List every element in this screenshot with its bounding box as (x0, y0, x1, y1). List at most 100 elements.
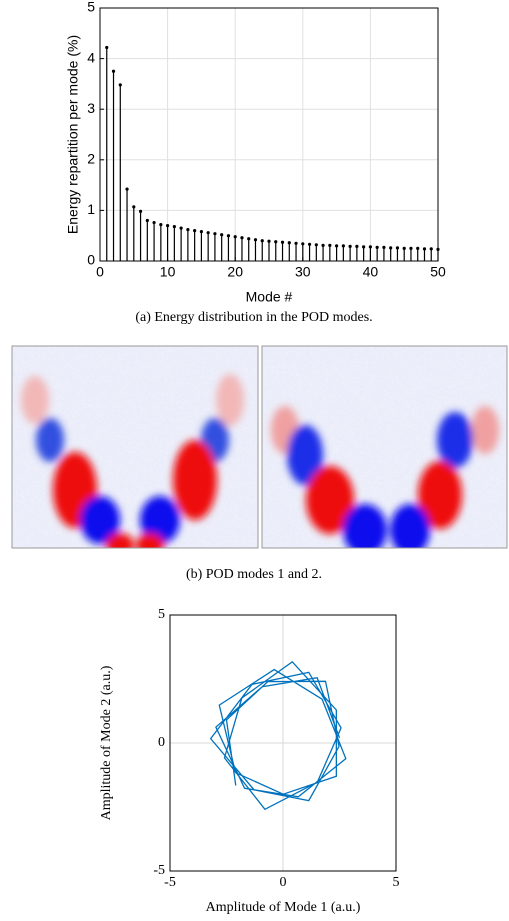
x-tick-label: 30 (295, 264, 311, 280)
stem-marker (233, 235, 237, 239)
stem (179, 226, 183, 261)
stem-marker (416, 246, 420, 250)
stem-marker (355, 244, 359, 248)
pod-mode-1 (12, 346, 258, 548)
y-tick-label: 5 (158, 607, 165, 622)
stem-marker (253, 238, 258, 242)
stem-marker (335, 244, 339, 248)
pod-mode-2 (262, 346, 507, 548)
stem (274, 240, 278, 261)
stem-marker (402, 246, 406, 250)
stem (138, 209, 143, 261)
x-tick-label: 20 (227, 264, 243, 280)
stem (301, 242, 305, 261)
stem-marker (294, 241, 298, 245)
stem (382, 245, 386, 261)
stem-marker (166, 223, 170, 228)
stem (152, 220, 156, 261)
stem-marker (172, 224, 176, 229)
y-tick-label: 1 (87, 201, 95, 217)
stem-marker (260, 239, 264, 243)
trajectory (209, 660, 347, 811)
stem-marker (395, 246, 400, 250)
caption: (a) Energy distribution in the POD modes… (135, 310, 372, 325)
stem (145, 218, 149, 261)
x-tick-label: 0 (280, 875, 287, 890)
stem-marker (240, 236, 244, 240)
stem-marker (267, 239, 271, 243)
axes-box (169, 614, 397, 872)
stem (321, 243, 325, 261)
stem (159, 222, 163, 261)
stem-marker (409, 246, 413, 250)
stem-marker (193, 229, 197, 233)
stem (402, 246, 406, 261)
stem-marker (341, 244, 345, 248)
stem-marker (287, 241, 291, 245)
caption: (b) POD modes 1 and 2. (186, 567, 322, 582)
stem (267, 239, 271, 261)
image-frame (261, 345, 508, 549)
stem (294, 241, 298, 261)
stem-marker (132, 205, 136, 209)
stem (368, 245, 372, 261)
y-axis-label: Energy repartition per mode (%) (65, 35, 81, 234)
image-frame (11, 345, 259, 549)
stem-marker (280, 240, 285, 244)
x-tick-label: 40 (363, 264, 379, 280)
stem (355, 244, 359, 261)
stem (422, 247, 427, 261)
stem-marker (226, 234, 231, 238)
stem-marker (125, 187, 129, 191)
stem (287, 241, 291, 261)
stem (395, 246, 400, 261)
stem (416, 246, 420, 261)
x-tick-label: 5 (393, 875, 400, 890)
stem (341, 244, 345, 261)
stem (260, 239, 264, 261)
stem (233, 235, 237, 261)
stem (307, 242, 312, 261)
stem-marker (138, 209, 143, 214)
stem-marker (118, 83, 122, 87)
stem-marker (429, 247, 433, 251)
stem-marker (314, 243, 318, 247)
stem (199, 230, 203, 261)
stem-marker (362, 245, 366, 249)
stem-marker (206, 231, 210, 235)
stem (172, 224, 176, 261)
stem-marker (382, 245, 386, 249)
y-tick-label: 0 (158, 735, 165, 750)
stem-marker (422, 247, 427, 251)
y-tick-label: 3 (87, 100, 95, 116)
stem (226, 234, 231, 261)
stem (118, 83, 122, 261)
stem-marker (328, 243, 332, 247)
stem (335, 244, 339, 261)
stem (348, 244, 352, 261)
stem-marker (179, 226, 183, 230)
stem-marker (186, 228, 190, 232)
y-axis-label: Amplitude of Mode 2 (a.u.) (99, 665, 114, 820)
stem (166, 223, 170, 261)
stem-marker (274, 240, 278, 244)
stem-marker (111, 69, 116, 73)
x-tick-label: 10 (160, 264, 176, 280)
stem-marker (220, 233, 224, 237)
y-tick-label: 0 (87, 252, 95, 268)
stem (253, 238, 258, 261)
y-tick-label: 4 (87, 49, 95, 65)
x-tick-label: 50 (430, 264, 446, 280)
x-tick-label: 0 (96, 264, 104, 280)
chart: -5 0 5 -5 0 5 Amplitude of Mode 1 (a.u.) Amplit… (99, 607, 399, 915)
stem-marker (321, 243, 325, 247)
stem-marker (301, 242, 305, 246)
stem (193, 229, 197, 261)
stem (132, 205, 136, 261)
stem-marker (375, 245, 379, 249)
stem-marker (389, 246, 393, 250)
y-tick-label: 2 (87, 151, 95, 167)
stem (111, 69, 116, 261)
stem (125, 187, 129, 261)
